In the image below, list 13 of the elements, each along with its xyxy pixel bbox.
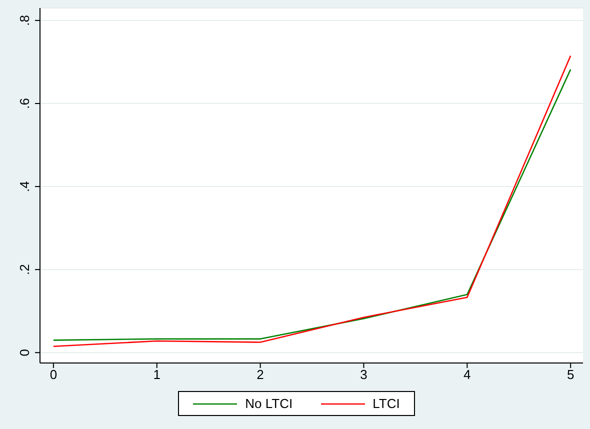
x-tick-label: 2 xyxy=(256,367,264,382)
y-tick-label: .4 xyxy=(17,181,32,192)
x-tick-label: 4 xyxy=(464,367,471,382)
y-tick-label: .6 xyxy=(17,98,32,109)
x-tick-label: 3 xyxy=(360,367,368,382)
legend-label: LTCI xyxy=(372,396,400,411)
y-tick-label: .2 xyxy=(17,264,32,275)
x-tick-label: 1 xyxy=(153,367,160,382)
legend-label: No LTCI xyxy=(244,396,293,411)
y-tick-label: .8 xyxy=(17,15,32,26)
x-tick-label: 5 xyxy=(566,367,574,382)
y-tick-label: 0 xyxy=(17,349,32,356)
x-tick-label: 0 xyxy=(50,367,58,382)
